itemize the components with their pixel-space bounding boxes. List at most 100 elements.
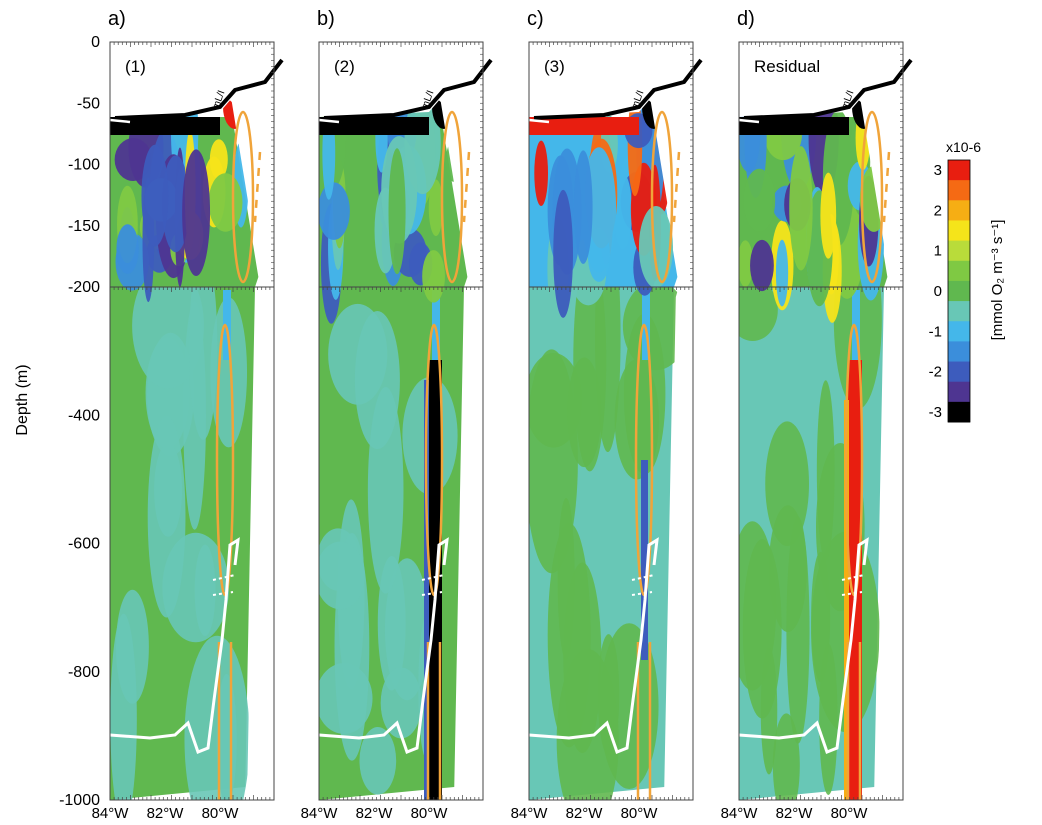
colorbar-tick-label: -1 (929, 323, 942, 340)
colorbar-tick-label: -3 (929, 404, 942, 421)
oxygen-contour (528, 537, 659, 754)
y-tick-label: -600 (68, 536, 100, 553)
deep-contour (816, 380, 835, 561)
land-mask (630, 42, 693, 800)
oxygen-contour-dashed (421, 574, 445, 596)
panel-letter: b) (317, 8, 335, 30)
land-mask (420, 42, 483, 800)
panel-label: (2) (334, 57, 355, 76)
mixed-layer-line (743, 58, 913, 120)
deep-contour (786, 516, 810, 744)
colorbar-swatch (948, 200, 970, 221)
oxygen-contour (738, 537, 869, 754)
highlight-dash-upper (253, 151, 262, 223)
y-tick-label: 0 (91, 34, 100, 51)
upper-contour (553, 189, 573, 318)
surface-band (739, 117, 849, 135)
x-tick-label: 84°W (301, 805, 339, 822)
panel-letter: c) (527, 8, 544, 30)
y-tick-label: -200 (68, 279, 100, 296)
highlight-ellipse-upper (231, 110, 255, 284)
white-contour (738, 118, 760, 124)
deep-contour (380, 667, 422, 739)
x-tick-label: 82°W (776, 805, 814, 822)
upper-contour (743, 168, 776, 232)
x-tick-label: 80°W (621, 805, 659, 822)
colorbar-swatch (948, 240, 970, 262)
upper-contour (422, 250, 445, 303)
slope-anomaly (641, 460, 648, 660)
panel-label: (1) (125, 57, 146, 76)
colorbar-swatch (948, 401, 970, 423)
mixed-layer-line (323, 58, 493, 120)
y-axis: Depth (m) 0 -50 -100 -150 -200 -400 -600 -800 -1… (14, 34, 100, 809)
deep-contour (184, 635, 250, 800)
deep-contour (567, 357, 602, 468)
panel-2: mL/Ib)(2)84°W 82°W 80°W (301, 8, 493, 822)
upper-contour (638, 205, 674, 288)
panel-label: (3) (544, 57, 565, 76)
upper-contour (775, 239, 789, 307)
x-tick-label: 82°W (147, 805, 185, 822)
white-contour (109, 118, 131, 124)
highlight-ellipse-upper (650, 110, 674, 284)
highlight-ellipse-upper (860, 110, 884, 284)
upper-contour (750, 239, 774, 292)
x-tick-label: 84°W (511, 805, 549, 822)
slope-cyan (432, 290, 440, 360)
deep-contour (210, 297, 248, 448)
upper-contour (820, 172, 837, 259)
y-tick-label: -400 (68, 407, 100, 424)
colorbar-swatch (948, 220, 970, 242)
colorbar: 3 2 1 0 -1 -2 -3 x10-6 [mmol O₂ m⁻³ s⁻¹] (929, 139, 1006, 423)
above-surface (110, 42, 274, 117)
slope-anomaly-edge (424, 380, 429, 800)
upper-contour (789, 146, 813, 271)
highlight-dash-upper (672, 151, 681, 223)
deep-contour (739, 521, 777, 691)
deep-contour (384, 558, 430, 701)
upper-contour (428, 179, 444, 237)
colorbar-tick-label: -2 (929, 364, 942, 381)
y-tick-label: -50 (77, 95, 100, 112)
oxygen-contour (318, 537, 449, 754)
colorbar-swatch (948, 280, 970, 302)
oxygen-contour-dashed (212, 574, 236, 596)
colorbar-swatch (948, 180, 970, 201)
land-mask (840, 42, 903, 800)
upper-contour (182, 149, 211, 277)
x-tick-label: 84°W (92, 805, 130, 822)
colorbar-swatch (948, 260, 970, 282)
deep-contour (819, 643, 838, 795)
panel-1: mL/Ia)(1)84°W 82°W 80°W (92, 8, 284, 822)
deep-contour (359, 727, 397, 795)
y-tick-label: -100 (68, 157, 100, 174)
upper-contour (613, 173, 633, 250)
colorbar-frame (947, 159, 971, 423)
y-axis-label: Depth (m) (14, 364, 31, 435)
oxygen-contour (109, 537, 240, 754)
white-contour (528, 118, 550, 124)
colorbar-tick-label: 3 (934, 162, 942, 179)
deep-contour (319, 541, 365, 610)
upper-contour (739, 240, 754, 287)
deep-contour (765, 421, 810, 547)
colorbar-scale: x10-6 (946, 139, 981, 155)
mixed-layer-line (114, 58, 284, 120)
panel-label: Residual (754, 57, 820, 76)
deep-contour (739, 279, 778, 342)
colorbar-tick-label: 2 (934, 202, 942, 219)
white-contour (318, 118, 340, 124)
colorbar-tick-label: 1 (934, 243, 942, 260)
surface-band (110, 117, 220, 135)
colorbar-swatch (948, 301, 970, 322)
colorbar-label: [mmol O₂ m⁻³ s⁻¹] (989, 220, 1006, 341)
upper-contour (116, 224, 139, 274)
y-tick-label: -150 (68, 218, 100, 235)
upper-contour (319, 182, 350, 240)
oxygen-contour-dashed (631, 574, 655, 596)
y-tick-label: -800 (68, 664, 100, 681)
slope-cyan (223, 290, 231, 360)
